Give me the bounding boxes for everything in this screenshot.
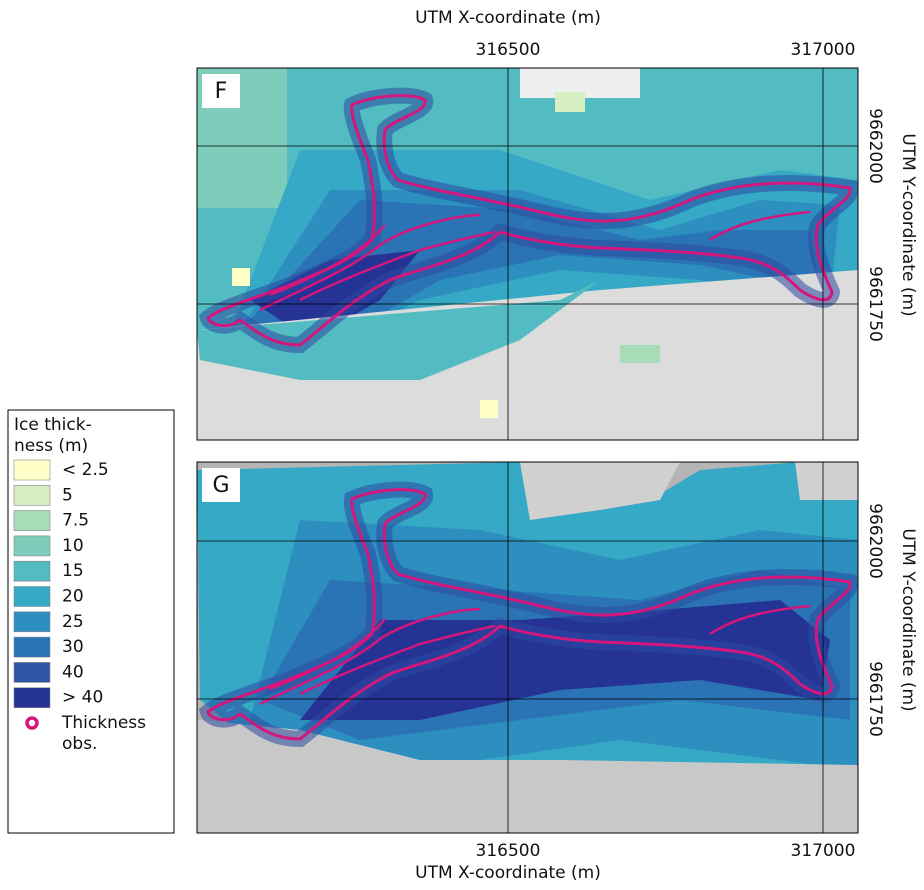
x-tick-label: 316500 [476, 40, 541, 60]
legend-swatch [14, 662, 50, 682]
legend-label: obs. [62, 734, 97, 754]
panel-label: G [212, 473, 229, 498]
x-axis-title: UTM X-coordinate (m) [415, 863, 601, 883]
legend-swatch [14, 561, 50, 581]
y-axis-title: UTM Y-coordinate (m) [898, 528, 918, 711]
legend-swatch [14, 485, 50, 505]
legend-swatch [14, 587, 50, 607]
x-tick-label: 316500 [476, 841, 541, 861]
map-g [197, 462, 858, 833]
legend-label: 25 [62, 612, 84, 632]
map-f [197, 68, 858, 440]
legend-label: 30 [62, 637, 84, 657]
legend: Ice thick- ness (m) < 2.5 5 7.5 10 15 20 25 30 4… [8, 410, 174, 833]
y-tick-label: 9662000 [865, 108, 885, 184]
legend-swatch [14, 688, 50, 708]
legend-label: 5 [62, 485, 73, 505]
legend-swatch [14, 637, 50, 657]
legend-label: 15 [62, 561, 84, 581]
legend-label: Thickness [61, 713, 146, 733]
panel-label: F [215, 79, 228, 104]
legend-label: 40 [62, 662, 84, 682]
legend-swatch [14, 511, 50, 531]
y-axis-title: UTM Y-coordinate (m) [898, 133, 918, 316]
legend-label: 20 [62, 587, 84, 607]
legend-title: Ice thick- [14, 415, 92, 435]
legend-label: < 2.5 [62, 460, 109, 480]
y-tick-label: 9661750 [865, 661, 885, 737]
figure: UTM X-coordinate (m) 316500 317000 F 966… [0, 0, 924, 890]
legend-label: 10 [62, 536, 84, 556]
legend-swatch [14, 612, 50, 632]
y-tick-label: 9661750 [865, 266, 885, 342]
legend-title: ness (m) [14, 436, 88, 456]
legend-swatch [14, 460, 50, 480]
x-axis-title: UTM X-coordinate (m) [415, 8, 601, 28]
legend-label: 7.5 [62, 511, 89, 531]
legend-label: > 40 [62, 688, 103, 708]
x-tick-label: 317000 [791, 841, 856, 861]
legend-swatch [14, 536, 50, 556]
y-tick-label: 9662000 [865, 503, 885, 579]
x-tick-label: 317000 [791, 40, 856, 60]
